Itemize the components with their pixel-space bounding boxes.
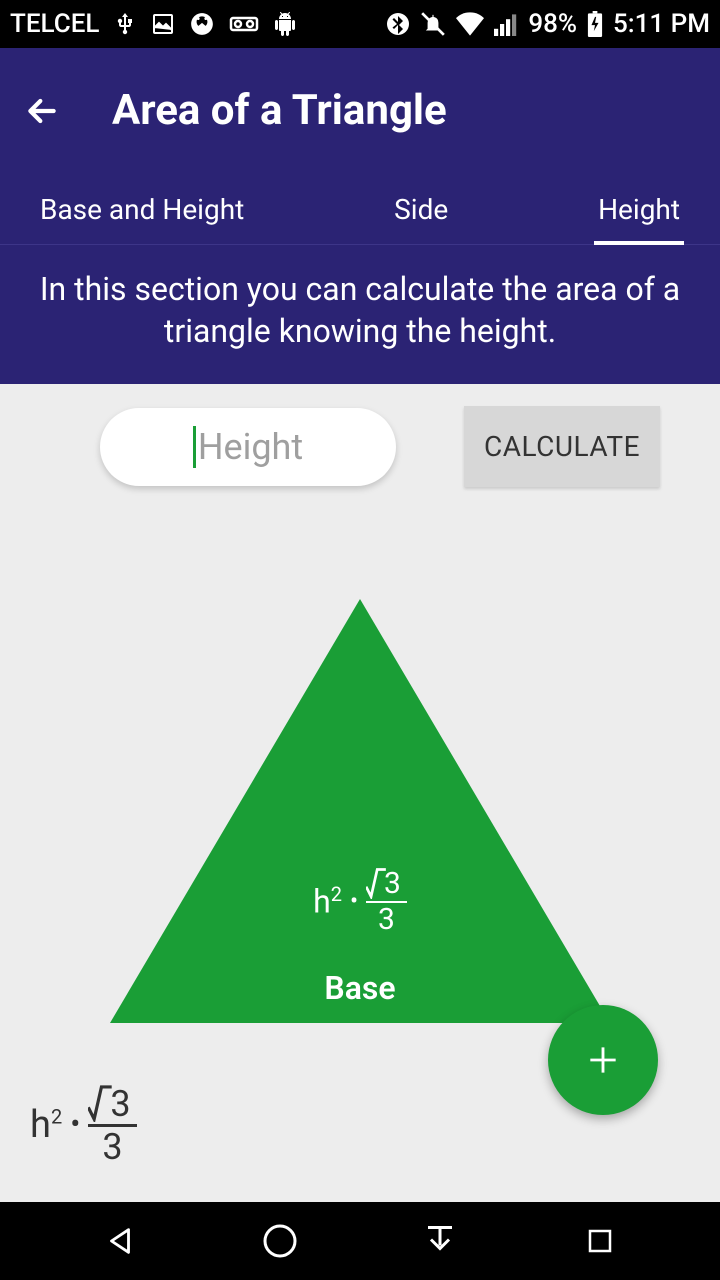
- triangle-formula: h2 • 3 3: [110, 867, 610, 935]
- tab-base-height[interactable]: Base and Height: [36, 179, 248, 244]
- description-panel: In this section you can calculate the ar…: [0, 244, 720, 384]
- battery-label: 98%: [528, 9, 577, 39]
- svg-text:R: R: [514, 12, 519, 15]
- system-navbar: [0, 1202, 720, 1280]
- mute-icon: [420, 11, 446, 37]
- fab-add-button[interactable]: [548, 1005, 658, 1115]
- description-text: In this section you can calculate the ar…: [26, 269, 694, 352]
- nav-home-button[interactable]: [250, 1211, 310, 1271]
- bottom-formula: h2 • 3 3: [30, 1084, 137, 1165]
- wifi-icon: [456, 12, 484, 36]
- back-button[interactable]: [20, 89, 64, 133]
- height-input[interactable]: Height: [100, 408, 396, 486]
- height-placeholder: Height: [198, 426, 303, 468]
- triangle-shape: [110, 599, 610, 1023]
- status-bar: TELCEL R 98% 5:11 PM: [0, 0, 720, 48]
- time-label: 5:11 PM: [613, 9, 710, 39]
- bluetooth-icon: [386, 12, 410, 36]
- input-cursor: [193, 426, 196, 468]
- signal-icon: R: [494, 12, 518, 36]
- usb-icon: [113, 12, 137, 36]
- app-header: Area of a Triangle Base and Height Side …: [0, 48, 720, 244]
- bug-icon: [189, 11, 215, 37]
- nav-recent-button[interactable]: [570, 1211, 630, 1271]
- nav-back-button[interactable]: [90, 1211, 150, 1271]
- calculate-button[interactable]: CALCULATE: [464, 406, 660, 487]
- android-icon: [273, 12, 297, 36]
- battery-icon: [587, 11, 603, 37]
- input-row: Height CALCULATE: [0, 384, 720, 509]
- triangle-figure: h2 • 3 3 Base: [0, 509, 720, 1023]
- voicemail-icon: [229, 14, 259, 34]
- tab-side[interactable]: Side: [390, 179, 452, 244]
- nav-download-button[interactable]: [410, 1211, 470, 1271]
- carrier-label: TELCEL: [10, 9, 99, 39]
- triangle-base-label: Base: [110, 969, 610, 1007]
- image-icon: [151, 12, 175, 36]
- tabs: Base and Height Side Height: [20, 179, 700, 244]
- tab-height[interactable]: Height: [594, 179, 684, 245]
- page-title: Area of a Triangle: [112, 86, 447, 135]
